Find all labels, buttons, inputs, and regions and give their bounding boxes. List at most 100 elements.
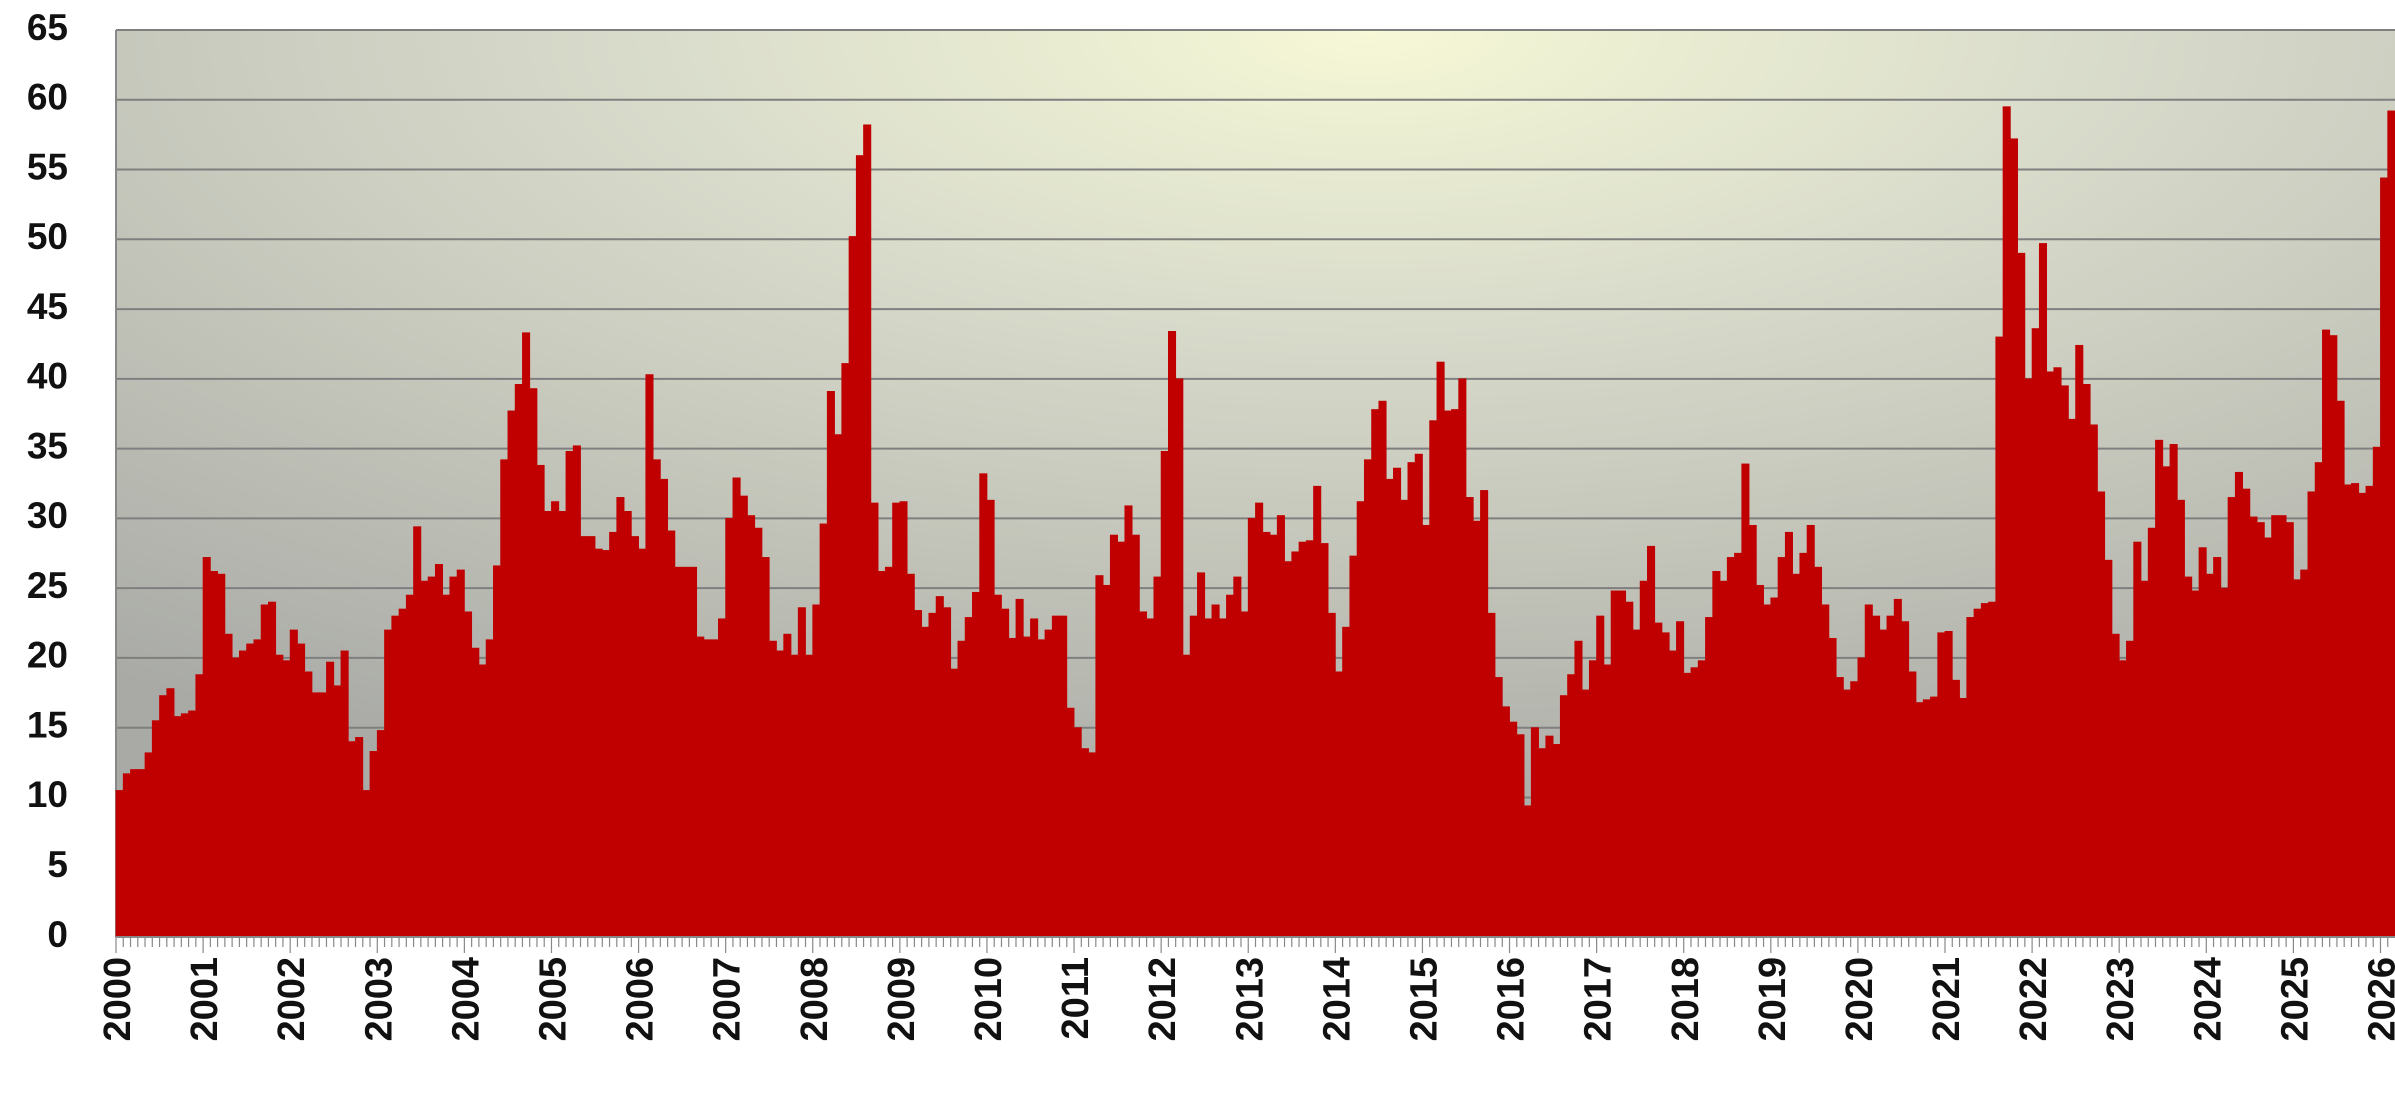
bar: [893, 503, 900, 937]
bar: [1277, 516, 1284, 937]
bar: [1539, 749, 1546, 937]
bar: [501, 460, 508, 937]
bar: [711, 640, 718, 937]
bar: [1531, 728, 1538, 937]
bar: [1524, 806, 1531, 937]
bar: [907, 574, 914, 937]
bar: [356, 737, 363, 937]
bar: [849, 237, 856, 937]
bar: [646, 375, 653, 937]
x-tick-label: 2005: [533, 957, 575, 1042]
bar: [138, 770, 145, 937]
bar: [820, 524, 827, 937]
bar: [1560, 696, 1567, 937]
bar: [1880, 630, 1887, 937]
bar: [740, 496, 747, 937]
x-tick-label: 2012: [1142, 957, 1184, 1042]
bar: [544, 511, 551, 937]
bar: [2185, 577, 2192, 937]
bar: [1771, 598, 1778, 937]
bar: [1640, 581, 1647, 937]
bar: [479, 665, 486, 937]
bar: [2097, 492, 2104, 937]
bar: [675, 567, 682, 937]
bar: [1960, 698, 1967, 937]
bar: [2337, 401, 2344, 937]
bar: [1981, 604, 1988, 937]
bar: [2373, 447, 2380, 937]
y-tick-label: 30: [27, 495, 68, 536]
bar: [385, 630, 392, 937]
x-tick-label: 2003: [358, 957, 400, 1042]
bar: [1299, 542, 1306, 937]
x-tick-label: 2023: [2100, 957, 2142, 1042]
bar: [174, 717, 181, 937]
bar: [1822, 605, 1829, 937]
bar: [704, 640, 711, 937]
bar: [2083, 384, 2090, 937]
bar: [268, 602, 275, 937]
x-tick-label: 2008: [794, 957, 836, 1042]
bar: [943, 608, 950, 937]
bar: [1060, 616, 1067, 937]
bar: [1480, 490, 1487, 937]
bar: [1183, 655, 1190, 937]
bar: [1843, 690, 1850, 937]
bar: [1190, 616, 1197, 937]
bar: [1735, 553, 1742, 937]
bar: [348, 742, 355, 937]
bar: [2315, 463, 2322, 937]
bar: [1669, 651, 1676, 937]
bar: [2018, 253, 2025, 937]
bar: [1205, 619, 1212, 937]
bar: [2301, 570, 2308, 937]
y-tick-label: 50: [27, 216, 68, 257]
bar: [1510, 722, 1517, 937]
bar: [1582, 690, 1589, 937]
bar: [2112, 634, 2119, 937]
bar: [218, 574, 225, 937]
bar: [776, 651, 783, 937]
bar: [334, 686, 341, 937]
bar: [2250, 517, 2257, 937]
bar: [377, 730, 384, 937]
bar: [1328, 613, 1335, 937]
bar: [994, 595, 1001, 937]
y-tick-label: 10: [27, 774, 68, 815]
bar: [1045, 630, 1052, 937]
bar: [145, 753, 152, 937]
bar: [1241, 612, 1248, 937]
bar: [1517, 735, 1524, 937]
bar: [1836, 677, 1843, 937]
bar: [239, 651, 246, 937]
bar: [1974, 609, 1981, 937]
bar: [1705, 617, 1712, 937]
bar: [2388, 111, 2395, 937]
bar: [1023, 637, 1030, 937]
bar: [1067, 708, 1074, 937]
bar: [653, 460, 660, 937]
x-tick-label: 2000: [97, 957, 139, 1042]
bar: [1553, 744, 1560, 937]
bar: [660, 479, 667, 937]
bar: [1916, 703, 1923, 937]
x-tick-label: 2018: [1665, 957, 1707, 1042]
bar: [1263, 532, 1270, 937]
bar: [283, 661, 290, 937]
bar: [457, 570, 464, 937]
bar: [617, 497, 624, 937]
bar: [1488, 613, 1495, 937]
bar: [1154, 577, 1161, 937]
bar: [1212, 605, 1219, 937]
bar: [1096, 576, 1103, 937]
bar: [871, 503, 878, 937]
bar: [2286, 523, 2293, 937]
bar: [1495, 677, 1502, 937]
bar: [1306, 541, 1313, 937]
bar: [2003, 107, 2010, 937]
bar: [900, 502, 907, 937]
bar: [1103, 585, 1110, 937]
bar: [2366, 486, 2373, 937]
bar: [1764, 605, 1771, 937]
bar: [1031, 619, 1038, 937]
